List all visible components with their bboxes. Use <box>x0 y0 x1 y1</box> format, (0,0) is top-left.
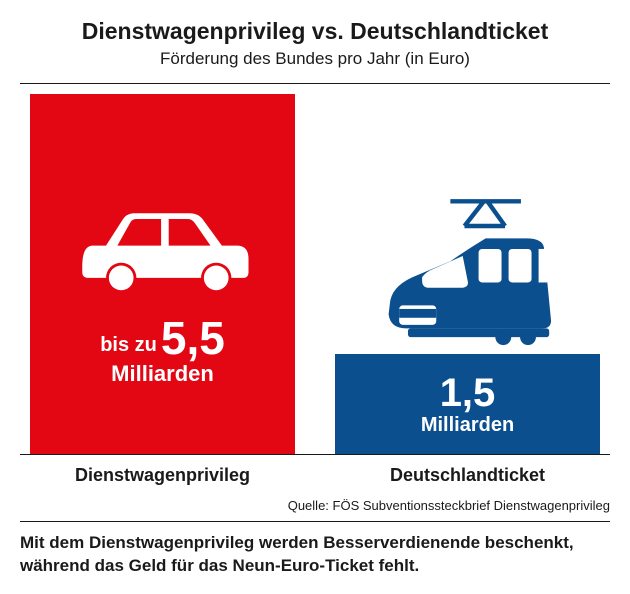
labels-row: Dienstwagenprivileg Deutschlandticket <box>20 455 610 494</box>
value-prefix-left: bis zu <box>100 335 157 355</box>
train-icon-wrap <box>378 196 558 346</box>
bar-value-left: bis zu5,5 Milliarden <box>100 315 225 385</box>
chart-caption: Mit dem Dienstwagenprivileg werden Besse… <box>20 522 610 578</box>
chart-area: bis zu5,5 Milliarden <box>20 84 610 454</box>
chart-title: Dienstwagenprivileg vs. Deutschlandticke… <box>20 18 610 45</box>
bar-value-right: 1,5 Milliarden <box>421 373 514 435</box>
value-main-right: 1,5 <box>440 371 496 415</box>
chart-subtitle: Förderung des Bundes pro Jahr (in Euro) <box>20 49 610 69</box>
value-unit-left: Milliarden <box>100 363 225 385</box>
value-unit-right: Milliarden <box>421 415 514 435</box>
bar-col-left: bis zu5,5 Milliarden <box>30 84 295 454</box>
bar-col-right: 1,5 Milliarden <box>335 84 600 454</box>
value-main-left: 5,5 <box>161 312 225 364</box>
car-icon <box>68 200 258 295</box>
bar-label-right: Deutschlandticket <box>335 465 600 486</box>
bar-label-left: Dienstwagenprivileg <box>30 465 295 486</box>
chart-source: Quelle: FÖS Subventionssteckbrief Dienst… <box>20 494 610 521</box>
train-icon <box>378 196 558 346</box>
bar-dienstwagenprivileg: bis zu5,5 Milliarden <box>30 94 295 454</box>
bar-deutschlandticket: 1,5 Milliarden <box>335 354 600 454</box>
